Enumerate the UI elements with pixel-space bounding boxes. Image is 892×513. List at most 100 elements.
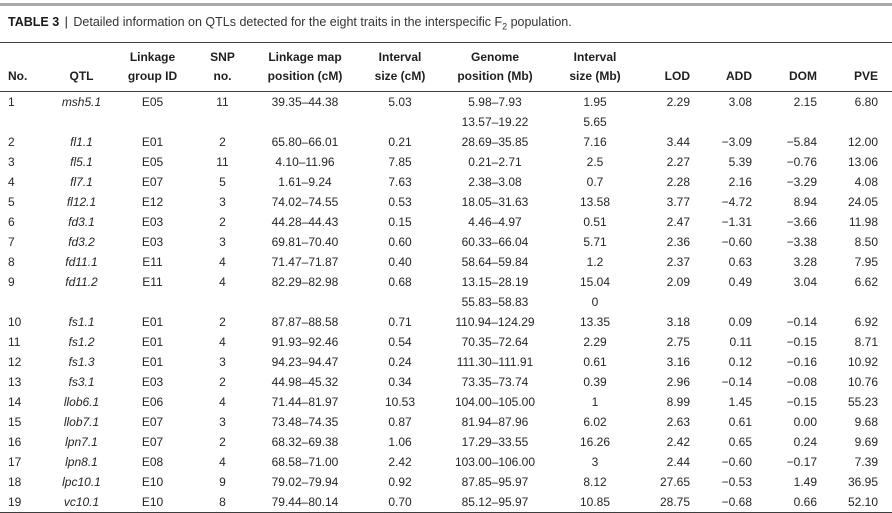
cell-linkage-group-id: E03 bbox=[141, 235, 164, 250]
cell-linkage-map-position: 82.29–82.98 bbox=[271, 275, 339, 290]
cell-genome-position: 55.83–58.83 bbox=[461, 295, 529, 310]
cell-pve: 8.50 bbox=[854, 235, 878, 250]
cell-dom: 1.49 bbox=[793, 475, 817, 490]
cell-genome-position: 70.35–72.64 bbox=[461, 335, 529, 350]
header-cell-add: ADD bbox=[690, 43, 752, 93]
cell-no: 7 bbox=[8, 235, 15, 250]
cell-genome-position: 4.46–4.97 bbox=[468, 215, 522, 230]
cell-snp-no: 9 bbox=[219, 475, 226, 490]
table-row: 16 lpn7.1 E07 2 68.32–69.38 1.06 17.29–33.55 16… bbox=[0, 432, 892, 452]
cell-linkage-group-id: E07 bbox=[141, 415, 164, 430]
cell-lod: 2.96 bbox=[666, 375, 690, 390]
cell-pve: 13.06 bbox=[847, 155, 878, 170]
cell-no: 4 bbox=[8, 175, 15, 190]
cell-interval-size-cm: 0.92 bbox=[388, 475, 412, 490]
cell-pve: 12.00 bbox=[847, 135, 878, 150]
cell-linkage-map-position: 44.28–44.43 bbox=[271, 215, 339, 230]
header-cell-interval-size-cm: Interval size (cM) bbox=[355, 43, 445, 93]
cell-interval-size-mb: 6.02 bbox=[583, 415, 607, 430]
cell-dom: −0.15 bbox=[786, 395, 817, 410]
cell-pve: 11.98 bbox=[848, 215, 878, 230]
qtl-table: No. QTL Linkage group ID SNP no. Linkage map po… bbox=[0, 43, 892, 513]
table-row: 13.57–19.22 5.65 bbox=[0, 112, 892, 132]
top-rule bbox=[0, 3, 892, 6]
cell-qtl: llob6.1 bbox=[63, 395, 100, 410]
cell-genome-position: 13.57–19.22 bbox=[461, 115, 529, 130]
cell-snp-no: 4 bbox=[219, 275, 226, 290]
cell-add: 5.39 bbox=[728, 155, 752, 170]
cell-linkage-map-position: 94.23–94.47 bbox=[271, 355, 339, 370]
cell-linkage-map-position bbox=[255, 112, 355, 132]
cell-lod bbox=[645, 112, 690, 132]
cell-no: 15 bbox=[8, 415, 22, 430]
cell-qtl: vc10.1 bbox=[48, 492, 115, 513]
cell-snp-no: 3 bbox=[219, 195, 226, 210]
cell-snp-no: 2 bbox=[219, 315, 226, 330]
cell-linkage-group-id: E07 bbox=[141, 175, 164, 190]
cell-snp-no bbox=[190, 112, 255, 132]
cell-genome-position: 87.85–95.97 bbox=[461, 475, 529, 490]
cell-dom: −3.29 bbox=[786, 175, 817, 190]
table-row: 19 vc10.1 E10 8 79.44–80.14 0.70 85.12–95.97 10… bbox=[0, 492, 892, 513]
cell-lod: 2.09 bbox=[666, 275, 690, 290]
table-row: 3 fl5.1 E05 11 4.10–11.96 7.85 0.21–2.71 2.5 2.2… bbox=[0, 152, 892, 172]
cell-no bbox=[0, 292, 48, 312]
cell-lod: 2.63 bbox=[666, 415, 690, 430]
cell-qtl: lpn8.1 bbox=[65, 455, 98, 470]
cell-lod bbox=[645, 292, 690, 312]
cell-linkage-map-position: 1.61–9.24 bbox=[278, 175, 332, 190]
cell-linkage-map-position: 79.44–80.14 bbox=[255, 492, 355, 513]
header-cell-interval-size-mb: Interval size (Mb) bbox=[545, 43, 645, 93]
table-row: 7 fd3.2 E03 3 69.81–70.40 0.60 60.33–66.04 5.71… bbox=[0, 232, 892, 252]
table-row: 4 fl7.1 E07 5 1.61–9.24 7.63 2.38–3.08 0.7 2.28 2… bbox=[0, 172, 892, 192]
table-caption: TABLE 3 | Detailed information on QTLs d… bbox=[8, 15, 884, 35]
cell-dom: 0.24 bbox=[793, 435, 817, 450]
cell-genome-position: 13.15–28.19 bbox=[461, 275, 529, 290]
cell-add: 2.16 bbox=[728, 175, 752, 190]
cell-no: 16 bbox=[8, 435, 22, 450]
table-row: 9 fd11.2 E11 4 82.29–82.98 0.68 13.15–28.19 15.… bbox=[0, 272, 892, 292]
cell-snp-no: 3 bbox=[219, 355, 226, 370]
cell-interval-size-cm bbox=[355, 292, 445, 312]
cell-no: 14 bbox=[8, 395, 22, 410]
cell-interval-size-mb: 0.39 bbox=[583, 375, 607, 390]
cell-add: 1.45 bbox=[728, 395, 752, 410]
header-cell-genome-position: Genome position (Mb) bbox=[445, 43, 545, 93]
cell-pve: 9.69 bbox=[854, 435, 878, 450]
table-row: 8 fd11.1 E11 4 71.47–71.87 0.40 58.64–59.84 1.2… bbox=[0, 252, 892, 272]
cell-interval-size-cm: 0.40 bbox=[388, 255, 412, 270]
cell-linkage-group-id: E01 bbox=[141, 135, 164, 150]
cell-interval-size-mb: 0.61 bbox=[583, 355, 607, 370]
cell-dom: −0.15 bbox=[786, 335, 817, 350]
cell-dom: 0.00 bbox=[793, 415, 817, 430]
cell-add: −3.09 bbox=[721, 135, 752, 150]
cell-add: 0.63 bbox=[728, 255, 752, 270]
cell-no: 9 bbox=[8, 275, 15, 290]
cell-interval-size-mb: 0.7 bbox=[586, 175, 604, 190]
cell-pve bbox=[817, 112, 892, 132]
cell-linkage-group-id bbox=[115, 112, 190, 132]
cell-pve: 4.08 bbox=[854, 175, 878, 190]
cell-pve: 24.05 bbox=[847, 195, 878, 210]
cell-dom: −0.76 bbox=[786, 155, 817, 170]
cell-interval-size-mb: 16.26 bbox=[579, 435, 611, 450]
cell-no: 3 bbox=[8, 155, 15, 170]
cell-interval-size-mb: 5.71 bbox=[583, 235, 607, 250]
cell-interval-size-mb: 10.85 bbox=[545, 492, 645, 513]
cell-interval-size-mb: 13.58 bbox=[579, 195, 611, 210]
cell-pve bbox=[817, 292, 892, 312]
cell-add: 3.08 bbox=[728, 95, 752, 110]
cell-qtl: fd11.1 bbox=[65, 255, 98, 270]
cell-interval-size-cm: 0.53 bbox=[388, 195, 412, 210]
cell-genome-position: 85.12–95.97 bbox=[445, 492, 545, 513]
cell-qtl: fd3.1 bbox=[68, 215, 95, 230]
cell-add: 0.11 bbox=[729, 335, 752, 350]
cell-genome-position: 2.38–3.08 bbox=[468, 175, 522, 190]
cell-lod: 2.44 bbox=[666, 455, 690, 470]
header-row: No. QTL Linkage group ID SNP no. Linkage map po… bbox=[0, 43, 892, 93]
cell-genome-position: 110.94–124.29 bbox=[455, 315, 535, 330]
cell-genome-position: 18.05–31.63 bbox=[461, 195, 529, 210]
cell-interval-size-cm: 2.42 bbox=[388, 455, 412, 470]
cell-no: 2 bbox=[8, 135, 15, 150]
cell-add: −0.68 bbox=[690, 492, 752, 513]
